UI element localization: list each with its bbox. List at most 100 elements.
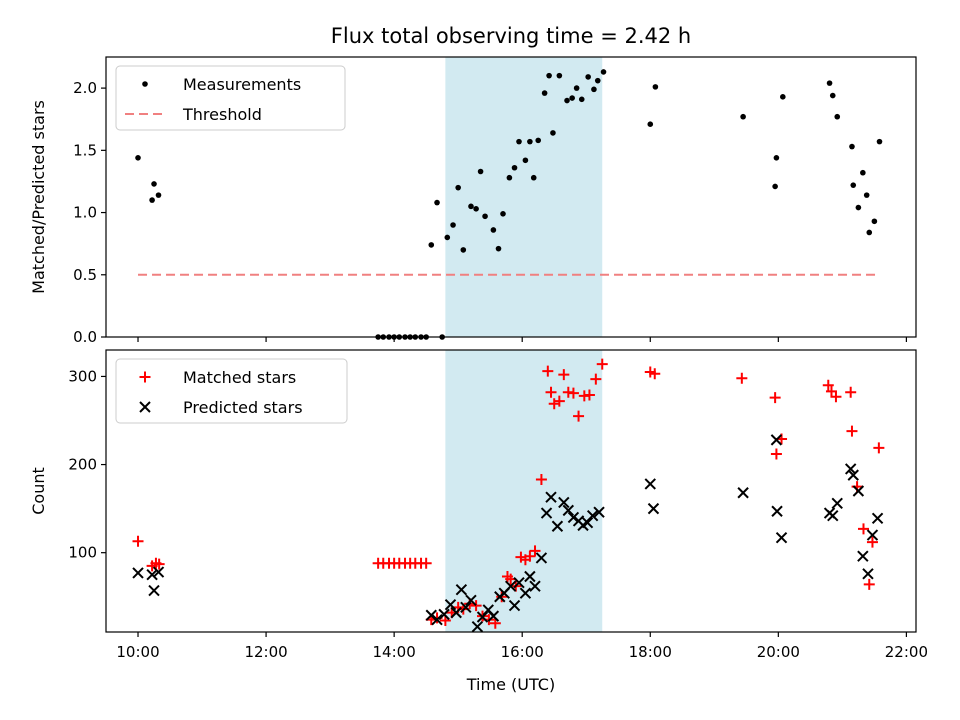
measurement-point (541, 90, 548, 96)
matched-stars-point (596, 358, 608, 370)
observing-window-band (445, 57, 603, 337)
predicted-stars-point (444, 598, 457, 611)
y-tick-label: 300 (68, 367, 97, 385)
measurement-point (527, 138, 533, 145)
measurement-point (573, 85, 580, 91)
measurement-point (876, 138, 883, 145)
predicted-stars-point (551, 520, 564, 532)
matched-stars-point (573, 410, 585, 422)
measurement-point (473, 206, 479, 212)
y-axis-label: Count (29, 467, 48, 515)
predicted-stars-point (586, 509, 599, 522)
measurement-point (600, 69, 607, 75)
legend-label: Threshold (182, 105, 262, 124)
predicted-stars-point (862, 568, 874, 580)
ratio-panel: 0.0 0.5 1.0 1.5 2.0 Matched/Predicted stars Me… (29, 56, 917, 346)
predicted-stars-point (508, 599, 521, 612)
legend-marker (139, 371, 151, 383)
predicted-stars-point (827, 509, 839, 522)
measurement-point (546, 72, 552, 79)
matched-stars-point (470, 600, 482, 612)
matched-stars-point (535, 474, 547, 486)
measurement-point (490, 227, 497, 233)
predicted-stars-point (847, 469, 859, 481)
y-tick-label: 100 (68, 544, 97, 562)
predicted-stars-point (148, 584, 160, 597)
axes-frame (105, 349, 917, 633)
legend-marker (139, 401, 151, 413)
measurement-point (155, 192, 162, 198)
matched-stars-point (846, 425, 858, 437)
matched-stars-point (153, 558, 165, 570)
matched-stars-point (545, 386, 557, 398)
legend: Matched stars Predicted stars (115, 358, 348, 424)
x-tick-label: 20:00 (757, 643, 800, 661)
measurement-point (535, 137, 542, 144)
measurement-point (434, 199, 440, 206)
measurement-point (151, 181, 157, 187)
measurement-point (444, 234, 451, 241)
matched-stars-point (770, 448, 782, 460)
x-tick-label: 22:00 (885, 643, 928, 661)
legend-box (115, 65, 346, 131)
matched-stars-point (420, 557, 432, 569)
x-tick-label: 12:00 (244, 643, 287, 661)
measurement-point (855, 204, 862, 211)
legend-box (115, 358, 348, 424)
y-tick-label: 1.5 (73, 141, 97, 159)
legend-label: Measurements (183, 75, 301, 94)
matched-stars-point (529, 545, 541, 557)
measurement-point (740, 113, 746, 120)
measurement-point (591, 86, 597, 93)
measurement-point (834, 113, 841, 120)
legend-marker (142, 81, 148, 87)
measurement-point (772, 183, 778, 190)
predicted-stars-point (455, 583, 468, 596)
measurement-point (530, 174, 537, 181)
predicted-stars-point (775, 531, 788, 544)
measurement-point (482, 213, 488, 220)
measurement-point (450, 222, 456, 228)
measurement-point (578, 96, 585, 103)
predicted-stars-point (519, 587, 532, 599)
matched-stars-point (866, 536, 878, 548)
measurement-point (866, 229, 873, 236)
measurement-point (826, 80, 833, 86)
predicted-stars-point (831, 497, 843, 510)
predicted-stars-point (852, 485, 865, 497)
measurement-point (564, 97, 570, 104)
measurement-point (585, 74, 591, 80)
predicted-stars-point (558, 496, 570, 509)
matched-stars-point (736, 372, 748, 384)
predicted-stars-point (450, 606, 462, 619)
measurement-point (500, 211, 506, 217)
legend-label: Matched stars (183, 368, 296, 387)
measurement-point (516, 138, 522, 145)
predicted-stars-point (152, 566, 165, 578)
measurement-point (849, 143, 855, 150)
x-axis-label: Time (UTC) (466, 675, 555, 694)
x-tick-label: 10:00 (116, 643, 159, 661)
measurement-point (506, 174, 513, 181)
measurement-point (569, 95, 575, 101)
matched-stars-point (845, 386, 857, 398)
measurement-point (477, 168, 484, 175)
measurement-point (871, 218, 878, 225)
matched-stars-point (567, 387, 579, 399)
y-tick-label: 200 (68, 456, 97, 474)
legend: Measurements Threshold (115, 65, 346, 131)
observing-window-band (445, 350, 603, 632)
measurement-point (135, 155, 141, 161)
measurement-point (428, 242, 435, 248)
predicted-stars-point (132, 567, 144, 579)
measurement-point (863, 192, 870, 198)
predicted-stars-point (535, 552, 548, 564)
predicted-stars-point (431, 613, 443, 626)
matched-stars-point (830, 391, 842, 403)
measurement-point (594, 77, 601, 84)
measurement-point (850, 182, 857, 188)
matched-stars-point (873, 442, 885, 454)
measurement-point (460, 247, 467, 253)
count-panel: 10:00 12:00 14:00 16:00 18:00 20:00 22:00 100 20… (29, 349, 928, 661)
